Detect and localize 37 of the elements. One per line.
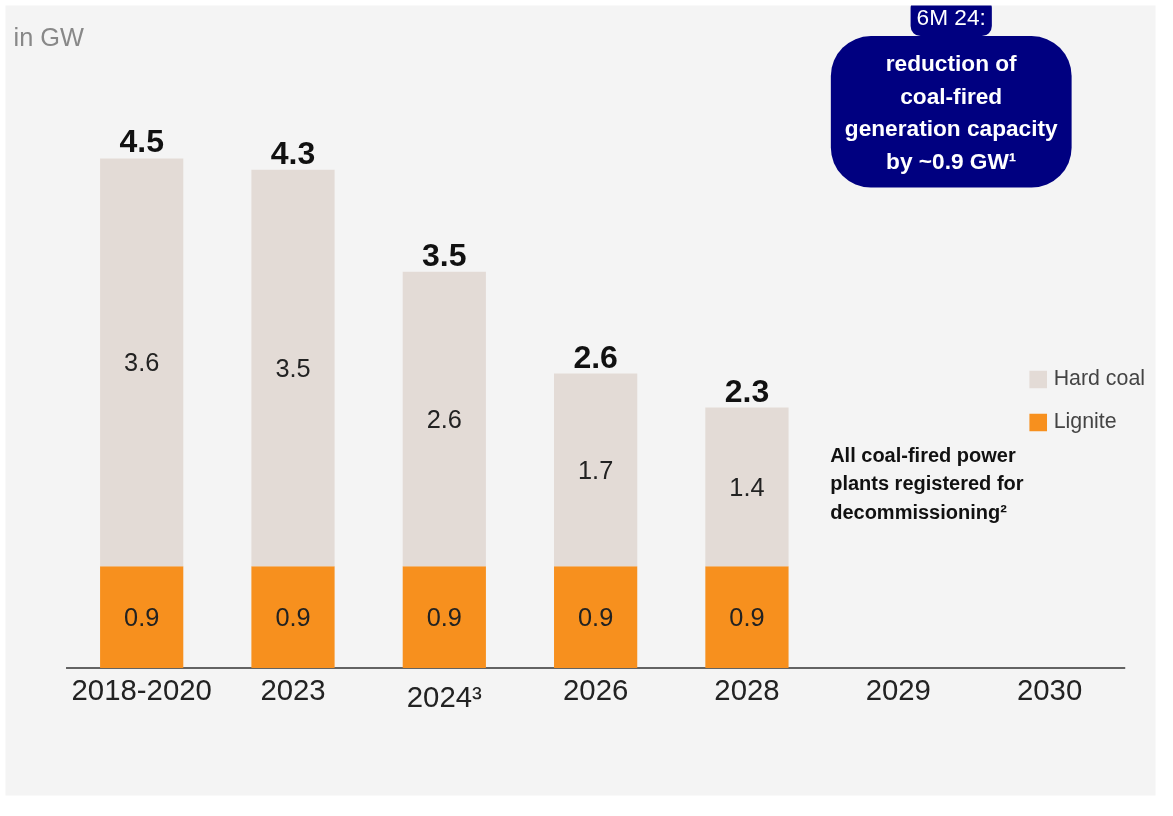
data-label: 1.7 [578,455,614,484]
x-tick-label: 2023 [260,673,326,707]
text: in GW [13,22,84,51]
data-label: 3.6 [124,348,160,377]
legend-label: Hard coal [1053,366,1145,391]
data-label: 1.4 [729,472,765,501]
bar [100,158,184,567]
data-label: 2.6 [426,404,462,433]
bar [402,566,486,669]
total-label: 2.6 [573,338,618,375]
data-label: 0.9 [426,603,462,632]
total-label: 4.3 [270,134,316,171]
annotation: All coal-fired power plants registered for decommissioning² [830,443,1024,524]
bar [100,566,184,669]
legend-label: Lignite [1053,409,1117,434]
bar [705,566,789,669]
data-label: 0.9 [124,603,160,632]
x-tick-label: 2024³ [406,680,483,714]
data-label: 3.5 [275,353,311,382]
data-label: 0.9 [578,603,614,632]
x-tick-label: 2018-2020 [71,673,212,707]
total-label: 4.5 [119,123,164,160]
total-label: 2.3 [724,372,770,409]
bar [554,373,638,567]
x-tick-label: 2026 [563,673,629,707]
data-label: 0.9 [729,603,765,632]
x-tick-label: 2030 [1016,673,1083,707]
total-label: 3.5 [422,236,467,273]
annotation: 6M 24: reduction of coal-fired generation capacity by ~0.9 GW¹ [844,4,1059,174]
data-label: 0.9 [275,603,311,632]
x-tick-label: 2028 [714,673,780,707]
bar [705,407,789,567]
bar [402,271,486,567]
bar [251,566,335,669]
x-tick-label: 2029 [865,673,931,707]
bar [554,566,638,669]
bar [251,169,335,567]
